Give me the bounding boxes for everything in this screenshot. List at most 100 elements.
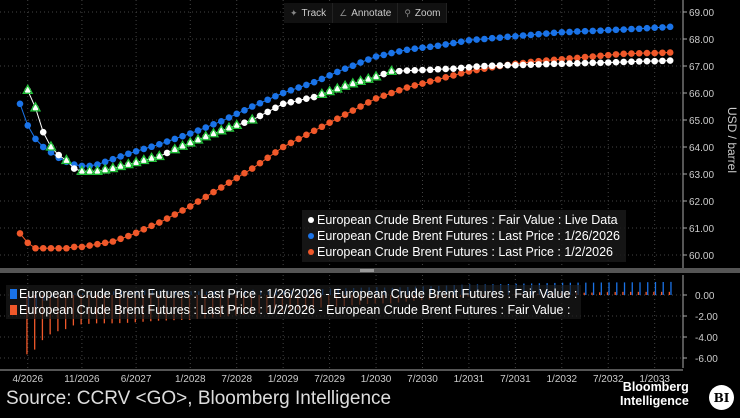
data-point: [612, 26, 620, 34]
data-point: [179, 207, 186, 214]
data-point: [395, 48, 403, 55]
data-point: [395, 87, 403, 94]
highlight-marker: [153, 150, 165, 161]
data-point: [419, 66, 426, 74]
legend-item[interactable]: European Crude Brent Futures : Fair Valu…: [308, 212, 620, 228]
data-point: [628, 58, 635, 65]
data-point: [573, 60, 581, 67]
y-tick-label: -4.00: [695, 333, 718, 344]
y-tick-label: 67.00: [689, 62, 714, 73]
data-point: [597, 59, 604, 67]
data-point: [233, 174, 241, 182]
data-point: [349, 107, 357, 114]
legend-swatch: [10, 289, 17, 299]
data-point: [628, 50, 635, 57]
data-point: [225, 179, 233, 186]
data-point: [380, 51, 388, 59]
data-point: [233, 110, 241, 118]
data-point: [643, 24, 651, 32]
zoom-button[interactable]: ⚲ Zoom: [398, 3, 448, 23]
panel-resize-handle[interactable]: [360, 269, 374, 272]
data-point: [612, 58, 620, 66]
legend-label: European Crude Brent Futures : Last Pric…: [317, 245, 614, 259]
data-point: [256, 112, 264, 120]
logo-line1: Bloomberg: [622, 380, 689, 394]
highlight-marker: [231, 119, 243, 130]
x-tick-label: 7/2029: [314, 374, 345, 385]
data-point: [279, 89, 287, 97]
data-point: [63, 244, 70, 252]
data-point: [643, 49, 651, 57]
legend-item[interactable]: European Crude Brent Futures : Last Pric…: [10, 286, 577, 302]
data-point: [566, 55, 573, 62]
y-tick-label: 69.00: [689, 8, 714, 19]
data-point: [651, 57, 658, 65]
data-point: [628, 25, 635, 33]
chart-toolbar: ✦ Track ∠ Annotate ⚲ Zoom: [284, 3, 448, 23]
bloomberg-intelligence-logo: Bloomberg Intelligence: [620, 380, 689, 408]
y-tick-label: 64.00: [689, 143, 714, 154]
data-point: [318, 123, 326, 131]
annotate-button[interactable]: ∠ Annotate: [333, 3, 399, 23]
data-point: [156, 219, 163, 226]
data-point: [225, 114, 233, 121]
data-point: [217, 184, 225, 191]
data-point: [550, 29, 558, 37]
data-point: [434, 65, 442, 73]
data-point: [604, 59, 612, 66]
highlight-marker: [354, 75, 367, 86]
data-point: [426, 78, 434, 85]
highlight-marker: [130, 156, 142, 167]
data-point: [403, 84, 411, 91]
data-point: [512, 61, 519, 69]
data-point: [581, 59, 589, 67]
legend-swatch: [10, 305, 17, 315]
y-axis-label: USD / barrel: [725, 107, 739, 173]
data-point: [32, 135, 39, 143]
highlight-marker: [115, 160, 127, 171]
data-point: [264, 108, 271, 116]
data-point: [341, 65, 349, 72]
highlight-marker: [215, 124, 227, 135]
highlight-marker: [223, 121, 235, 132]
track-button[interactable]: ✦ Track: [284, 3, 334, 23]
data-point: [651, 49, 658, 57]
data-point: [248, 103, 256, 110]
data-point: [109, 155, 117, 163]
legend-item[interactable]: European Crude Brent Futures : Last Pric…: [308, 228, 620, 244]
data-point: [450, 72, 457, 79]
data-point: [241, 119, 248, 126]
data-point: [512, 33, 519, 40]
highlight-marker: [323, 85, 336, 96]
data-point: [450, 39, 457, 47]
data-point: [303, 95, 310, 102]
x-tick-label: 1/2028: [175, 374, 206, 385]
data-point: [194, 127, 202, 134]
data-point: [256, 159, 264, 167]
data-point: [365, 99, 372, 106]
highlight-marker: [207, 127, 220, 138]
x-tick-label: 1/2032: [547, 374, 578, 385]
legend-item[interactable]: European Crude Brent Futures : Last Pric…: [308, 244, 620, 260]
highlight-marker: [138, 154, 150, 165]
data-point: [519, 61, 527, 69]
data-point: [334, 68, 341, 76]
magnifier-icon: ⚲: [404, 7, 411, 18]
data-point: [303, 81, 310, 89]
data-point: [442, 41, 450, 48]
data-point: [171, 135, 179, 143]
highlight-marker: [76, 164, 88, 175]
x-tick-label: 1/2030: [361, 374, 392, 385]
highlight-marker: [107, 162, 119, 173]
data-point: [279, 143, 287, 151]
data-point: [295, 84, 302, 91]
highlight-marker: [385, 65, 398, 76]
highlight-marker: [22, 83, 34, 94]
data-point: [558, 28, 566, 36]
data-point: [39, 143, 47, 151]
data-point: [666, 23, 674, 31]
highlight-marker: [176, 139, 189, 150]
legend-item[interactable]: European Crude Brent Futures : Last Pric…: [10, 302, 577, 318]
data-point: [635, 58, 643, 65]
highlight-marker: [316, 88, 328, 98]
